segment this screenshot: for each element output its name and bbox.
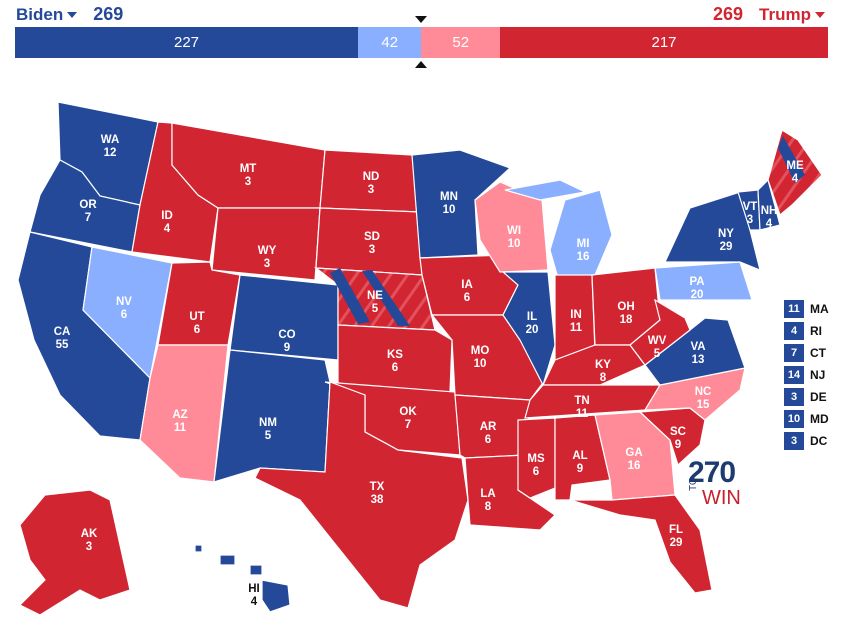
small-state-abbr: MD [810,412,829,426]
state-ks[interactable] [337,324,453,393]
state-tx[interactable] [254,381,469,609]
small-state-ma[interactable]: 11 MA [784,300,829,318]
logo-win: WIN [702,487,741,509]
small-state-abbr: DE [810,390,827,404]
state-az[interactable] [139,344,229,483]
small-state-ev-box[interactable]: 11 [784,300,804,318]
state-sd[interactable] [315,207,423,276]
small-state-abbr: RI [810,324,822,338]
biden-dropdown-caret-icon[interactable] [67,11,78,18]
state-hi[interactable] [194,544,291,613]
small-state-md[interactable]: 10 MD [784,410,829,428]
270-marker-bottom-icon [415,61,427,68]
ev-bar-segment-0[interactable]: 227 [15,27,359,58]
state-nm[interactable] [213,349,331,483]
small-state-ev-box[interactable]: 14 [784,366,804,384]
small-state-de[interactable]: 3 DE [784,388,827,406]
small-state-nj[interactable]: 14 NJ [784,366,825,384]
state-nd[interactable] [319,149,421,213]
small-state-ev-box[interactable]: 3 [784,432,804,450]
trump-candidate: 269 Trump [713,4,829,25]
biden-candidate: Biden 269 [16,4,123,25]
trump-dropdown-caret-icon[interactable] [815,11,825,18]
state-pa[interactable] [654,261,753,301]
logo-to: TO [688,477,699,491]
electoral-vote-bar: 227 42 52 217 [15,27,828,58]
logo-number: 270 [688,456,736,489]
district-me-0[interactable] [778,136,805,183]
state-ak[interactable] [18,489,131,616]
state-il[interactable] [501,271,556,387]
state-wv[interactable] [629,298,691,366]
state-wi[interactable] [474,181,549,273]
ev-bar-segment-3[interactable]: 217 [500,27,828,58]
small-state-dc[interactable]: 3 DC [784,432,827,450]
state-nh[interactable] [757,178,781,231]
small-state-ev-box[interactable]: 4 [784,322,804,340]
state-wy[interactable] [211,207,321,281]
ev-bar-segment-1[interactable]: 42 [358,27,422,58]
state-label-hi: HI [248,583,260,595]
270towin-logo: 270 TO WIN [688,458,758,518]
state-fl[interactable] [569,494,713,594]
small-state-abbr: NJ [810,368,826,382]
small-state-ev-box[interactable]: 3 [784,388,804,406]
small-state-ct[interactable]: 7 CT [784,344,826,362]
state-ev-hi: 4 [251,596,258,608]
state-co[interactable] [229,274,339,361]
ev-bar-segment-2[interactable]: 52 [421,27,501,58]
state-ut[interactable] [157,261,241,346]
biden-ev-total: 269 [93,4,124,24]
trump-name[interactable]: Trump [759,4,811,24]
270-marker-top-icon [415,16,427,23]
trump-ev-total: 269 [713,4,744,24]
district-ne-0[interactable] [330,268,370,324]
small-state-ev-box[interactable]: 7 [784,344,804,362]
state-ms[interactable] [517,417,556,499]
biden-name[interactable]: Biden [16,4,64,24]
small-state-abbr: DC [810,434,828,448]
small-state-abbr: MA [810,302,829,316]
small-state-ev-box[interactable]: 10 [784,410,804,428]
district-ne-1[interactable] [362,270,410,326]
small-state-ri[interactable]: 4 RI [784,322,822,340]
small-state-abbr: CT [810,346,826,360]
